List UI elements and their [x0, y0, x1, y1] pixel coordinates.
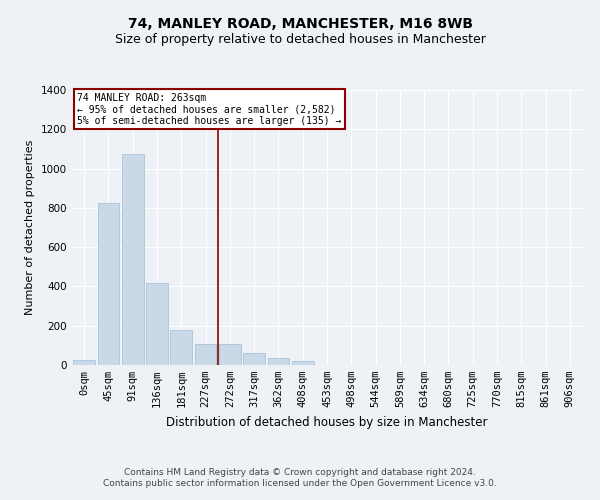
Y-axis label: Number of detached properties: Number of detached properties — [25, 140, 35, 315]
Bar — [146, 282, 168, 365]
X-axis label: Distribution of detached houses by size in Manchester: Distribution of detached houses by size … — [166, 416, 488, 428]
Bar — [97, 203, 119, 365]
Bar — [219, 344, 241, 365]
Bar — [268, 358, 289, 365]
Text: Size of property relative to detached houses in Manchester: Size of property relative to detached ho… — [115, 32, 485, 46]
Bar — [122, 154, 143, 365]
Text: 74 MANLEY ROAD: 263sqm
← 95% of detached houses are smaller (2,582)
5% of semi-d: 74 MANLEY ROAD: 263sqm ← 95% of detached… — [77, 93, 341, 126]
Text: 74, MANLEY ROAD, MANCHESTER, M16 8WB: 74, MANLEY ROAD, MANCHESTER, M16 8WB — [128, 18, 473, 32]
Bar — [73, 360, 95, 365]
Bar — [194, 344, 217, 365]
Bar — [170, 330, 192, 365]
Bar — [292, 361, 314, 365]
Bar — [243, 353, 265, 365]
Text: Contains HM Land Registry data © Crown copyright and database right 2024.
Contai: Contains HM Land Registry data © Crown c… — [103, 468, 497, 487]
